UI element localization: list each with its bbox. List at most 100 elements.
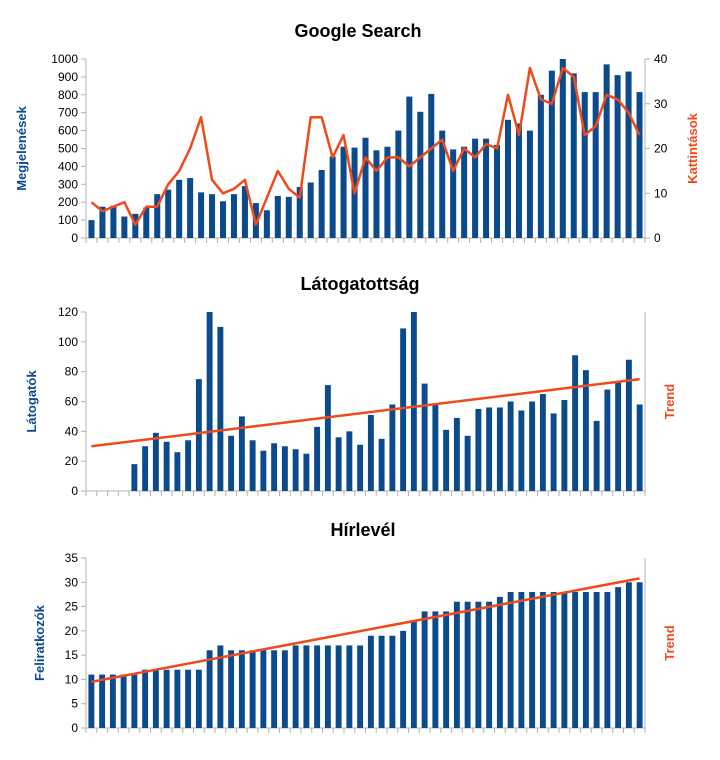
bar (143, 207, 150, 238)
y2-tick-label: 30 (654, 97, 668, 111)
y2-tick-label: 10 (654, 186, 668, 200)
bar (461, 146, 468, 238)
bar (165, 189, 172, 238)
bar (307, 182, 314, 238)
y-tick-label: 400 (58, 159, 78, 173)
bar (249, 440, 256, 491)
bar (443, 429, 450, 491)
bar (99, 674, 106, 728)
bar (260, 650, 267, 728)
bar (515, 123, 522, 238)
bar (314, 426, 321, 491)
y-tick-label: 100 (58, 213, 78, 227)
bar (209, 194, 216, 238)
bar (593, 420, 600, 491)
bar (185, 440, 192, 491)
bar (581, 92, 588, 239)
bar (163, 441, 170, 491)
bar (285, 196, 292, 238)
bar (636, 582, 643, 728)
bar (335, 437, 342, 491)
y-tick-label: 500 (58, 142, 78, 156)
bar (400, 630, 407, 728)
bar (518, 592, 525, 728)
latogatottsag-left-axis-label: Látogatók (24, 370, 39, 433)
bar (324, 645, 331, 728)
bar (400, 328, 407, 491)
bar (324, 385, 331, 491)
bar (539, 592, 546, 728)
bar (539, 394, 546, 491)
google-search-panel: Google Search Megjelenések Kattintások 0… (14, 21, 700, 245)
bar (346, 431, 353, 491)
bar (464, 601, 471, 728)
y-tick-label: 60 (65, 395, 79, 409)
bar (432, 404, 439, 491)
bar (185, 669, 192, 728)
bar (120, 674, 127, 728)
bar (198, 192, 205, 238)
bar (526, 130, 533, 238)
bar (132, 213, 139, 238)
y-tick-label: 35 (65, 551, 79, 565)
bar (318, 169, 325, 238)
bar (559, 59, 566, 238)
y-tick-label: 100 (58, 335, 78, 349)
bar (163, 669, 170, 728)
bar (228, 650, 235, 728)
bar (572, 355, 579, 491)
hirlevel-panel: Hírlevél Feliratkozók Trend 0 5 10 15 20 25 30… (32, 520, 677, 735)
clicks-series-line (90, 66, 641, 226)
bar (206, 650, 213, 728)
bar (625, 71, 632, 238)
bar (152, 432, 159, 491)
bar (615, 382, 622, 491)
bar (281, 446, 288, 491)
bar (395, 130, 402, 238)
bar (410, 312, 417, 491)
bar (572, 592, 579, 728)
bar (154, 194, 161, 238)
bar (582, 592, 589, 728)
bar (303, 453, 310, 491)
bar (450, 149, 457, 238)
bar (292, 645, 299, 728)
bar (367, 635, 374, 728)
bar (195, 669, 202, 728)
bar (625, 582, 632, 728)
bar (142, 669, 149, 728)
bar (548, 70, 555, 238)
bar (496, 596, 503, 728)
bar (296, 186, 303, 238)
latogatottsag-right-axis-label: Trend (662, 384, 677, 419)
bar (271, 650, 278, 728)
y-tick-label: 25 (65, 600, 79, 614)
y-tick-label: 900 (58, 70, 78, 84)
bar (303, 645, 310, 728)
bar (472, 138, 479, 238)
trend-line (91, 377, 640, 448)
bar (314, 645, 321, 728)
bar (238, 650, 245, 728)
bar (131, 674, 138, 728)
bar (131, 464, 138, 491)
bar (494, 144, 501, 238)
y-tick-label: 10 (65, 672, 79, 686)
bar (219, 201, 227, 238)
bar (230, 194, 237, 238)
y2-tick-label: 20 (654, 142, 668, 156)
bar (238, 416, 245, 491)
bar (439, 130, 446, 238)
y-tick-label: 20 (65, 624, 79, 638)
bar (421, 383, 428, 491)
bar (603, 64, 610, 239)
bar (281, 650, 288, 728)
bar (550, 592, 557, 728)
bar (187, 178, 194, 238)
bar (453, 417, 460, 491)
bar (518, 410, 525, 491)
bar (292, 449, 299, 491)
bar (142, 446, 149, 491)
y-tick-label: 700 (58, 106, 78, 120)
